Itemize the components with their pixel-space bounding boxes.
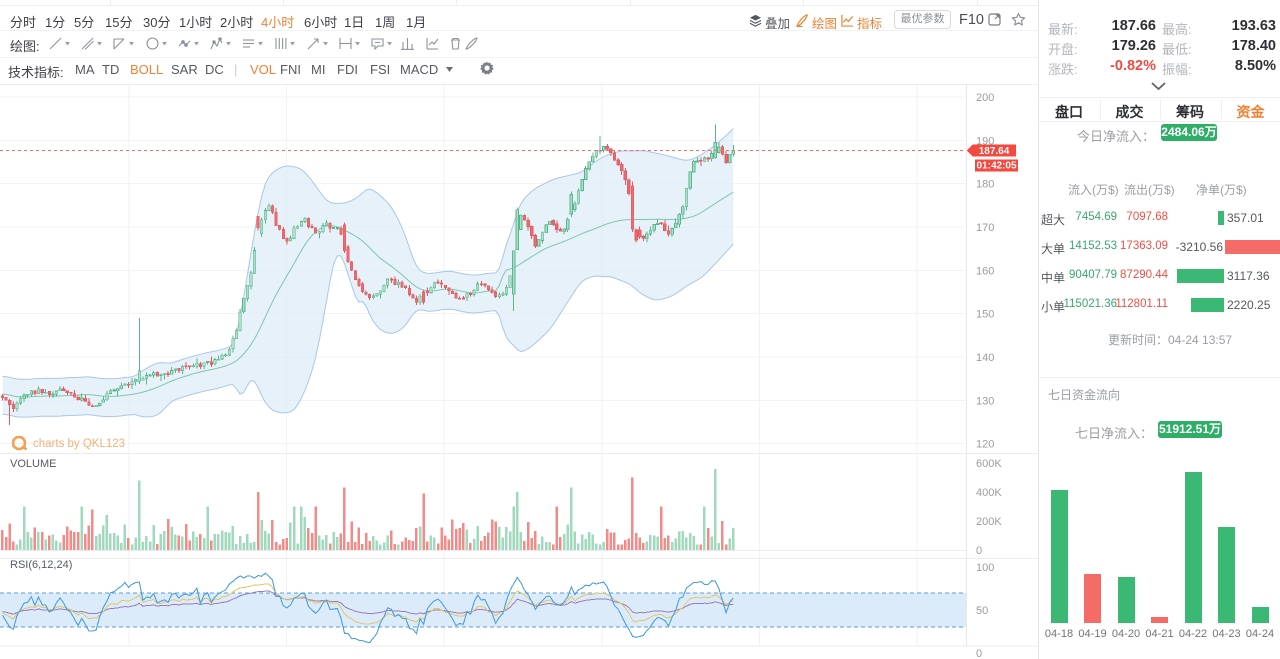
svg-text:170: 170 <box>976 222 994 234</box>
svg-text:charts by QKL123: charts by QKL123 <box>33 438 125 450</box>
svg-text:140: 140 <box>976 352 994 364</box>
svg-text:160: 160 <box>976 265 994 277</box>
svg-text:400K: 400K <box>976 487 1002 499</box>
svg-text:01:42:05: 01:42:05 <box>976 161 1016 172</box>
svg-text:100: 100 <box>976 562 994 574</box>
svg-text:187.64: 187.64 <box>979 146 1010 157</box>
svg-text:50: 50 <box>976 605 988 617</box>
svg-text:120: 120 <box>976 439 994 451</box>
svg-text:VOLUME: VOLUME <box>10 458 56 470</box>
svg-text:0: 0 <box>976 648 982 659</box>
svg-text:0: 0 <box>976 545 982 557</box>
svg-text:RSI(6,12,24): RSI(6,12,24) <box>10 559 72 571</box>
svg-text:600K: 600K <box>976 458 1002 470</box>
svg-text:190: 190 <box>976 135 994 147</box>
svg-text:150: 150 <box>976 309 994 321</box>
svg-text:200: 200 <box>976 92 994 104</box>
svg-text:200K: 200K <box>976 516 1002 528</box>
svg-text:180: 180 <box>976 179 994 191</box>
svg-text:130: 130 <box>976 395 994 407</box>
